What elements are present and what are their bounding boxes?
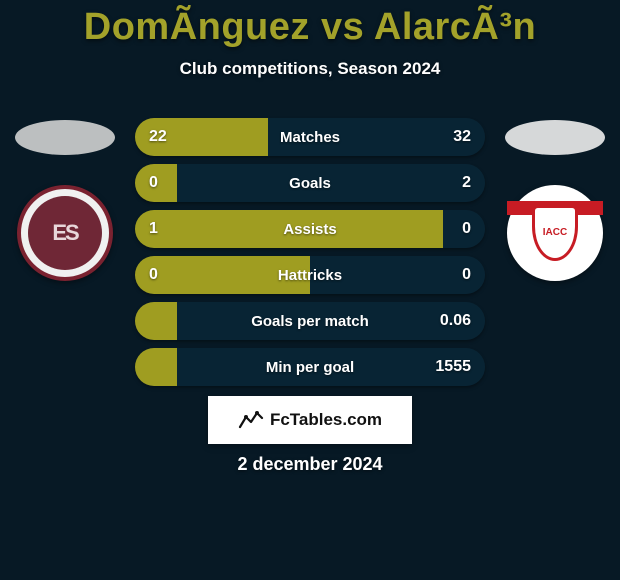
stat-left-value: 0 bbox=[149, 266, 158, 284]
stat-right-value: 32 bbox=[453, 128, 471, 146]
club-left-badge: ES bbox=[17, 185, 113, 281]
page-title: DomÃ­nguez vs AlarcÃ³n bbox=[0, 0, 620, 49]
date-text: 2 december 2024 bbox=[0, 454, 620, 475]
stat-row: Min per goal1555 bbox=[135, 348, 485, 386]
stat-right-value: 0.06 bbox=[440, 312, 471, 330]
stat-left-value: 1 bbox=[149, 220, 158, 238]
player-left-column: ES bbox=[0, 100, 130, 380]
branding-text: FcTables.com bbox=[270, 410, 382, 430]
club-right-shield: IACC bbox=[532, 205, 578, 261]
page-subtitle: Club competitions, Season 2024 bbox=[0, 59, 620, 79]
content-area: ES IACC 22Matches320Goals21Assists00Hatt… bbox=[0, 100, 620, 400]
stat-label: Goals bbox=[135, 175, 485, 192]
stat-right-value: 1555 bbox=[435, 358, 471, 376]
club-right-badge-text: IACC bbox=[543, 228, 567, 238]
stat-label: Matches bbox=[135, 129, 485, 146]
stat-row: 0Hattricks0 bbox=[135, 256, 485, 294]
stat-row: 1Assists0 bbox=[135, 210, 485, 248]
stat-right-value: 2 bbox=[462, 174, 471, 192]
stat-row: Goals per match0.06 bbox=[135, 302, 485, 340]
stat-label: Goals per match bbox=[135, 313, 485, 330]
club-right-badge: IACC bbox=[507, 185, 603, 281]
stat-label: Min per goal bbox=[135, 359, 485, 376]
fctables-logo-icon bbox=[238, 407, 264, 433]
stats-table: 22Matches320Goals21Assists00Hattricks0Go… bbox=[135, 118, 485, 394]
stat-label: Assists bbox=[135, 221, 485, 238]
stat-left-value: 22 bbox=[149, 128, 167, 146]
stat-row: 0Goals2 bbox=[135, 164, 485, 202]
stat-right-value: 0 bbox=[462, 266, 471, 284]
stat-left-value: 0 bbox=[149, 174, 158, 192]
stat-label: Hattricks bbox=[135, 267, 485, 284]
stat-right-value: 0 bbox=[462, 220, 471, 238]
player-right-column: IACC bbox=[490, 100, 620, 380]
stat-row: 22Matches32 bbox=[135, 118, 485, 156]
branding-bar[interactable]: FcTables.com bbox=[208, 396, 412, 444]
player-right-silhouette bbox=[505, 120, 605, 155]
player-left-silhouette bbox=[15, 120, 115, 155]
infographic-root: DomÃ­nguez vs AlarcÃ³n Club competitions… bbox=[0, 0, 620, 580]
club-left-badge-text: ES bbox=[28, 196, 102, 270]
